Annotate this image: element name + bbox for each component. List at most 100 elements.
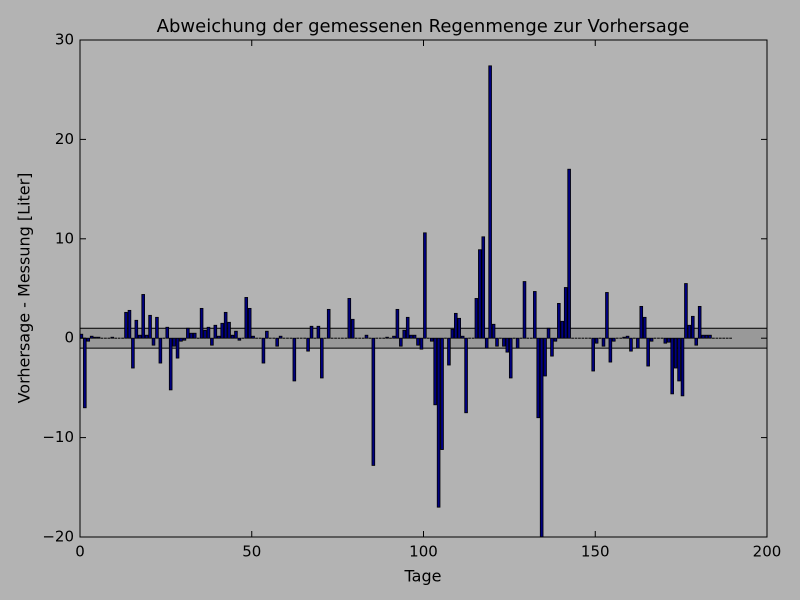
bar	[402, 329, 407, 339]
bar	[182, 337, 187, 341]
bar	[385, 336, 389, 339]
bar	[371, 337, 376, 466]
bar	[481, 236, 486, 339]
bar	[168, 337, 173, 391]
bar	[436, 337, 441, 508]
bar	[666, 337, 671, 343]
bar	[646, 337, 650, 367]
bar	[179, 337, 183, 342]
bar	[251, 335, 255, 339]
bar	[350, 318, 355, 339]
bar	[560, 320, 565, 339]
bar	[495, 337, 499, 347]
x-tick-label: 150	[581, 543, 610, 561]
bar	[642, 316, 647, 339]
bar	[306, 337, 310, 352]
bar	[83, 337, 87, 409]
bar	[591, 337, 595, 372]
bar	[550, 337, 554, 357]
bar	[320, 337, 324, 379]
bar	[131, 337, 135, 369]
bar	[158, 337, 163, 364]
bar	[309, 325, 314, 339]
bar	[673, 337, 678, 369]
bar	[601, 337, 606, 347]
y-tick-label: −10	[42, 428, 74, 446]
bar	[213, 324, 218, 339]
x-tick-label: 100	[409, 543, 438, 561]
bar	[464, 337, 468, 414]
bar	[539, 337, 544, 537]
bar	[412, 334, 417, 339]
bar	[670, 337, 674, 395]
bar	[491, 323, 496, 339]
bar	[557, 303, 561, 339]
bar	[502, 337, 506, 347]
bar	[622, 336, 626, 339]
x-tick-label: 0	[75, 543, 85, 561]
bar	[522, 281, 527, 339]
bar	[460, 335, 465, 339]
bar	[405, 316, 410, 339]
bar	[488, 65, 492, 339]
bar	[594, 337, 599, 344]
bar	[244, 297, 249, 339]
bar	[409, 334, 413, 339]
bar	[189, 332, 194, 339]
bar	[663, 337, 668, 344]
bar	[429, 337, 434, 342]
bar	[484, 337, 489, 349]
bar	[423, 232, 427, 339]
axes: 0 50 100 150 200 −20 −10 0 10 20 30	[42, 31, 781, 561]
y-tick-label: 10	[55, 229, 74, 247]
bar	[96, 336, 101, 339]
bar	[261, 337, 266, 364]
bar	[347, 298, 352, 339]
bar	[636, 337, 640, 349]
bar	[515, 337, 520, 349]
bar	[144, 334, 149, 339]
bar	[141, 294, 145, 339]
bar	[677, 337, 681, 382]
bar	[399, 337, 403, 347]
bar	[629, 337, 633, 352]
bar	[110, 336, 115, 339]
bar	[567, 168, 571, 339]
bar	[395, 308, 400, 339]
bar	[155, 316, 159, 339]
bar	[447, 337, 451, 366]
bar	[684, 283, 688, 339]
bar	[704, 334, 709, 339]
bar	[457, 317, 461, 339]
bar	[227, 321, 231, 339]
bar	[625, 335, 630, 339]
bar	[553, 337, 558, 342]
bar	[708, 334, 712, 339]
bar	[210, 337, 214, 346]
x-tick-label: 200	[753, 543, 782, 561]
bar	[148, 314, 152, 339]
bar	[247, 307, 252, 339]
bar	[450, 328, 455, 339]
bar	[508, 337, 513, 379]
bar	[433, 337, 437, 406]
bar	[701, 334, 705, 339]
bar	[172, 337, 176, 347]
bar	[137, 334, 142, 339]
bar	[505, 337, 510, 353]
bar	[478, 249, 482, 339]
bar	[86, 337, 91, 342]
bar	[440, 337, 444, 450]
bar	[93, 336, 97, 339]
bar	[563, 287, 568, 339]
x-tick-label: 50	[242, 543, 261, 561]
bar	[230, 334, 235, 339]
bar	[234, 330, 238, 339]
bar	[216, 335, 221, 339]
bar	[275, 337, 279, 347]
bar	[454, 312, 458, 339]
bar	[605, 292, 609, 339]
bar	[237, 337, 242, 341]
